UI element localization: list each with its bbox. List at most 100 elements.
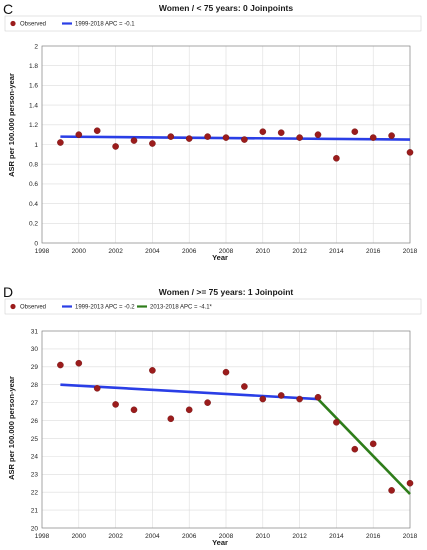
x-tick-label: 2008 <box>219 533 234 540</box>
panel-d-title: Women / >= 75 years: 1 Joinpoint <box>159 287 294 297</box>
observed-point <box>149 140 156 147</box>
observed-point <box>75 359 83 367</box>
panel-c-plot: 0 0.2 0.4 0.6 0.8 1 1.2 1.4 1.6 1.8 2 1998 2000 2002 2… <box>29 43 418 255</box>
observed-point <box>204 133 211 140</box>
observed-point <box>222 134 230 141</box>
observed-point <box>185 406 193 414</box>
observed-point <box>388 132 395 139</box>
observed-point <box>204 399 211 406</box>
y-tick-label: 26 <box>31 418 39 425</box>
observed-point <box>314 393 322 401</box>
observed-point <box>351 128 359 135</box>
panel-c: C Women / < 75 years: 0 Joinpoints Obser… <box>3 1 422 262</box>
observed-point <box>112 143 119 150</box>
panel-d: D Women / >= 75 years: 1 Joinpoint Obser… <box>3 284 422 547</box>
x-tick-label: 2000 <box>72 533 87 540</box>
x-tick-label: 2016 <box>366 533 381 540</box>
x-tick-label: 2012 <box>292 533 307 540</box>
y-tick-label: 0.8 <box>29 162 38 169</box>
x-tick-label: 2008 <box>219 248 234 255</box>
y-tick-label: 1.4 <box>29 102 38 109</box>
observed-point <box>93 127 101 135</box>
panel-d-y-axis-label: ASR per 100.000 person-year <box>7 376 16 480</box>
x-tick-label: 2014 <box>329 533 344 540</box>
observed-point <box>277 129 285 136</box>
observed-point <box>75 131 83 138</box>
plot-frame <box>41 45 411 244</box>
observed-point <box>369 440 377 448</box>
panel-d-plot: 20 21 22 23 24 25 26 27 28 29 30 31 1998 2000 2002 2004… <box>31 328 418 540</box>
observed-point <box>167 415 175 423</box>
y-tick-label: 21 <box>31 507 39 514</box>
observed-point <box>241 383 248 390</box>
panel-c-y-axis-label: ASR per 100.000 person-year <box>7 73 16 177</box>
y-tick-label: 27 <box>31 400 39 407</box>
observed-point <box>185 135 193 142</box>
x-tick-label: 2006 <box>182 248 197 255</box>
legend-trend-label-2: 2013-2018 APC = -4.1* <box>150 305 213 311</box>
observed-point <box>241 136 248 143</box>
y-tick-label: 0.2 <box>29 221 38 228</box>
y-tick-label: 1.6 <box>29 83 38 90</box>
y-tick-label: 0 <box>34 240 38 247</box>
observed-point <box>222 368 230 376</box>
panel-c-letter: C <box>3 1 13 17</box>
x-tick-label: 2002 <box>108 248 123 255</box>
x-tick-label: 2000 <box>72 248 87 255</box>
observed-point <box>388 487 395 494</box>
x-tick-label: 2004 <box>145 533 160 540</box>
y-tick-label: 1.2 <box>29 122 38 129</box>
y-tick-label: 2 <box>34 43 38 50</box>
y-tick-label: 20 <box>31 525 39 532</box>
observed-point <box>57 139 64 146</box>
x-tick-label: 2010 <box>256 533 271 540</box>
panel-d-legend-box <box>4 298 422 315</box>
observed-point <box>277 392 285 399</box>
observed-point <box>351 445 359 453</box>
observed-point <box>259 128 267 135</box>
observed-point <box>296 395 303 403</box>
y-tick-label: 29 <box>31 364 39 371</box>
y-tick-label: 30 <box>31 346 39 353</box>
y-tick-label: 25 <box>31 436 39 443</box>
observed-point <box>130 137 138 144</box>
legend-trend-label-1: 1999-2018 APC = -0.1 <box>75 22 135 28</box>
panel-d-legend: Observed 1999-2013 APC = -0.2 2013-2018 AP… <box>10 303 213 311</box>
trend-line-2 <box>317 398 411 495</box>
panel-c-x-axis-label: Year <box>212 253 228 262</box>
x-tick-label: 2018 <box>403 533 418 540</box>
x-tick-label: 2002 <box>108 533 123 540</box>
x-tick-label: 2010 <box>256 248 271 255</box>
observed-point <box>314 131 322 138</box>
x-tick-label: 2014 <box>329 248 344 255</box>
y-tick-label: 1 <box>34 142 38 149</box>
observed-point <box>259 395 267 403</box>
x-tick-label: 2006 <box>182 533 197 540</box>
x-tick-label: 2016 <box>366 248 381 255</box>
y-tick-label: 0.6 <box>29 181 38 188</box>
observed-point <box>333 154 340 162</box>
observed-point <box>296 134 303 141</box>
panel-c-legend-box <box>4 15 422 32</box>
y-tick-label: 24 <box>31 454 39 461</box>
legend-observed-label: Observed <box>20 22 46 28</box>
legend-observed-marker <box>10 20 16 27</box>
y-tick-label: 22 <box>31 489 39 496</box>
observed-point <box>130 406 138 414</box>
observed-point <box>57 361 64 369</box>
legend-trend-label-1: 1999-2013 APC = -0.2 <box>75 305 135 311</box>
y-tick-label: 28 <box>31 382 39 389</box>
observed-point <box>112 401 119 408</box>
x-tick-label: 2012 <box>292 248 307 255</box>
observed-point <box>149 367 156 374</box>
observed-point <box>333 419 340 426</box>
observed-point <box>93 385 101 392</box>
x-tick-label: 2018 <box>403 248 418 255</box>
legend-observed-label: Observed <box>20 305 46 311</box>
trend-line-1 <box>60 383 319 401</box>
x-tick-label: 1998 <box>35 248 50 255</box>
x-tick-label: 2004 <box>145 248 160 255</box>
x-tick-label: 1998 <box>35 533 50 540</box>
plot-frame <box>41 330 411 529</box>
